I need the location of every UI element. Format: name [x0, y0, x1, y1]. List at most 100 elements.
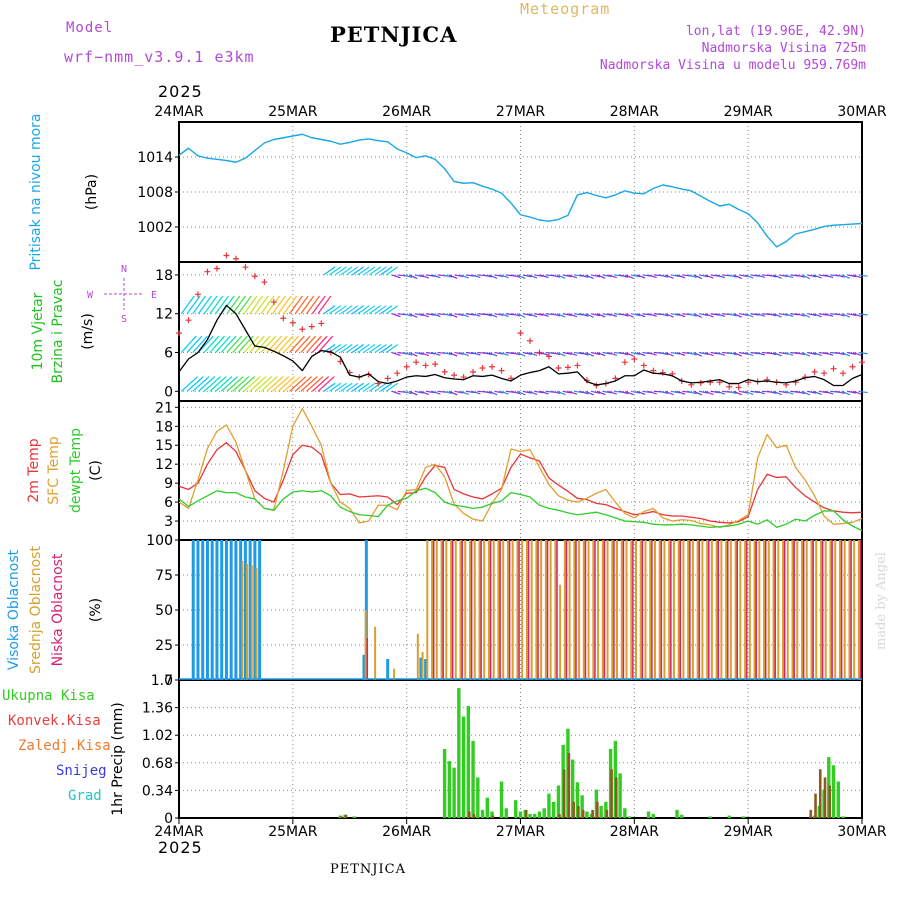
- cloud-bar: [521, 540, 524, 680]
- wind-gust-marker: [859, 359, 865, 366]
- wind-barb: [414, 313, 424, 317]
- wind-barb: [283, 335, 299, 353]
- cloud-bar: [450, 540, 453, 680]
- wind-barb: [858, 313, 868, 316]
- wind-barb: [471, 274, 481, 278]
- wind-barb: [585, 313, 594, 318]
- wind-barb: [795, 274, 805, 278]
- precip-bar: [567, 753, 571, 818]
- year-top: 2025: [158, 82, 203, 101]
- precip-bar: [452, 767, 456, 818]
- wind-barb: [716, 390, 726, 395]
- wind-barb: [215, 295, 229, 315]
- wind-barb: [403, 351, 413, 356]
- wind-barb: [454, 390, 464, 394]
- wind-barb: [801, 274, 811, 280]
- precip-bar: [352, 816, 357, 818]
- wind-barb: [374, 305, 387, 315]
- wind-barb: [659, 313, 669, 317]
- cloud-bar: [426, 540, 429, 680]
- wind-barb: [448, 313, 458, 318]
- y-tick-label: 1.36: [142, 701, 173, 717]
- wind-barb: [841, 313, 851, 318]
- wind-barb: [277, 376, 295, 392]
- wind-barb: [807, 313, 817, 317]
- precip-bar: [533, 813, 537, 818]
- wind-barb: [289, 295, 303, 315]
- wind-barb: [767, 274, 777, 278]
- cloud-bar: [634, 540, 637, 680]
- wind-gust-marker: [479, 365, 486, 372]
- wind-barb: [522, 351, 532, 355]
- cloud-bar: [386, 659, 390, 680]
- wind-barb: [636, 274, 646, 279]
- wind-barb: [847, 274, 857, 278]
- wind-barb: [516, 313, 526, 318]
- cloud-bar: [717, 540, 720, 680]
- wind-barb: [556, 313, 566, 318]
- y-tick-label: 1008: [137, 185, 173, 201]
- cloud-bar: [559, 584, 562, 680]
- cloud-bar: [777, 540, 780, 680]
- wind-unit: (m/s): [80, 313, 96, 350]
- wind-barb: [818, 351, 828, 355]
- wind-barb: [687, 390, 697, 395]
- wind-barb: [511, 390, 521, 395]
- wind-barb: [254, 376, 273, 392]
- cloud-bar: [639, 540, 642, 680]
- precip-bar: [552, 801, 556, 818]
- cloud-bar: [763, 540, 766, 680]
- wind-barb: [180, 376, 199, 392]
- panel-temperature: 0 3 6 9 12 15 18 21: [155, 400, 863, 549]
- cloud-bar: [632, 540, 634, 680]
- wind-barb: [801, 313, 811, 318]
- wind-barb: [528, 390, 538, 395]
- precip-bar: [618, 773, 622, 818]
- wind-barb: [778, 390, 788, 394]
- wind-barb: [693, 274, 703, 280]
- precip-bar: [447, 761, 452, 818]
- wind-barb: [568, 313, 578, 318]
- elevation: Nadmorska Visina 725m: [701, 41, 866, 56]
- wind-barb: [659, 390, 669, 395]
- wind-barb: [767, 313, 777, 317]
- wind-barb: [630, 351, 640, 355]
- cloud-bar: [473, 540, 476, 680]
- wind-barb: [249, 295, 264, 315]
- y-tick-label: 0: [164, 384, 173, 400]
- cloud-bar: [831, 540, 833, 680]
- wind-barb: [568, 390, 578, 395]
- wind-barb: [198, 335, 214, 353]
- cloud-bar: [625, 540, 628, 680]
- cloud-bar: [689, 540, 691, 680]
- cloud-bar: [445, 540, 448, 680]
- wind-barb: [403, 274, 413, 278]
- wind-barb: [551, 313, 561, 317]
- wind-barb: [499, 274, 509, 279]
- wind-gust-marker: [299, 326, 306, 333]
- wind-barb: [391, 390, 401, 395]
- elevation-model: Nadmorska Visina u modelu 959.769m: [599, 58, 866, 73]
- wind-barb: [306, 335, 322, 353]
- wind-barb: [380, 266, 393, 276]
- y-tick-label: 0.34: [142, 783, 173, 799]
- wind-gust-marker: [489, 363, 496, 370]
- wind-barb: [289, 335, 305, 353]
- wind-gust-marker: [413, 359, 420, 366]
- wind-barb: [340, 305, 353, 315]
- wind-barb: [260, 335, 277, 353]
- y-tick-label: 0: [164, 673, 173, 689]
- cloud-bar: [440, 540, 443, 680]
- precip-bar: [646, 811, 651, 818]
- cloud-bar: [687, 540, 690, 680]
- precip-bar: [580, 795, 584, 818]
- cloud-bar: [597, 540, 600, 680]
- wind-barb: [482, 351, 492, 356]
- wind-barb: [203, 376, 221, 392]
- cloud-bar: [810, 540, 813, 680]
- wind-barb: [528, 274, 538, 279]
- wind-barb: [351, 266, 364, 276]
- temp-ylabel-3: dewpt Temp: [68, 428, 84, 513]
- wind-compass-icon: N S W E: [87, 264, 157, 325]
- cloud-bar: [622, 540, 625, 680]
